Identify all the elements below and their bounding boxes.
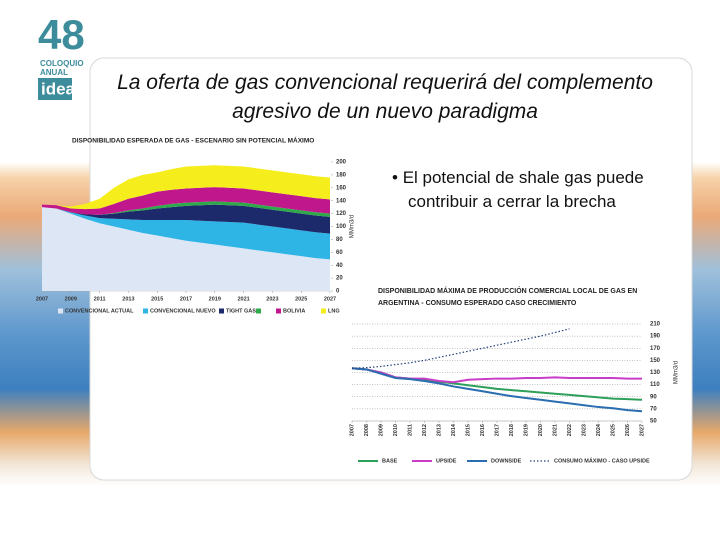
- x-tick-label: 2007: [36, 296, 48, 302]
- x-tick-label: 2025: [610, 424, 616, 436]
- x-tick-label: 2011: [407, 424, 413, 436]
- legend-label: LNG: [328, 308, 340, 314]
- x-tick-label: 2015: [465, 424, 471, 436]
- legend-swatch: [143, 308, 148, 314]
- y-tick-label: 50: [650, 419, 657, 425]
- x-tick-label: 2016: [480, 424, 486, 436]
- x-tick-label: 2025: [295, 296, 307, 302]
- x-tick-label: 2007: [349, 424, 355, 436]
- y-tick-label: 130: [650, 370, 661, 376]
- x-tick-label: 2021: [237, 296, 249, 302]
- x-tick-label: 2013: [436, 424, 442, 436]
- legend-label: UPSIDE: [436, 458, 457, 464]
- legend-swatch: [256, 308, 261, 314]
- logo-number: 48: [38, 11, 85, 58]
- x-tick-label: 2027: [324, 296, 336, 302]
- x-tick-label: 2013: [122, 296, 134, 302]
- line: [351, 367, 642, 384]
- y-axis-label: MMm3/d: [674, 361, 680, 384]
- area: [42, 207, 330, 260]
- legend-label: BASE: [382, 458, 398, 464]
- x-tick-label: 2020: [538, 424, 544, 436]
- y-tick-label: 0: [336, 289, 340, 295]
- x-tick-label: 2023: [581, 424, 587, 436]
- x-tick-label: 2014: [451, 423, 457, 436]
- legend-label: CONVENCIONAL ACTUAL: [65, 308, 134, 314]
- y-tick-label: 140: [336, 198, 347, 204]
- x-tick-label: 2026: [625, 424, 631, 436]
- x-tick-label: 2019: [209, 296, 221, 302]
- legend-label: CONVENCIONAL NUEVO: [150, 308, 216, 314]
- x-tick-label: 2015: [151, 296, 163, 302]
- area: [42, 187, 330, 215]
- logo-text: ANUAL: [40, 68, 68, 77]
- x-tick-label: 2018: [509, 424, 515, 436]
- y-tick-label: 40: [336, 263, 343, 269]
- y-tick-label: 160: [336, 185, 347, 191]
- x-tick-label: 2022: [567, 424, 573, 436]
- x-tick-label: 2024: [596, 423, 602, 436]
- x-tick-label: 2017: [494, 424, 500, 436]
- legend-swatch: [219, 308, 224, 314]
- legend-label: TIGHT GAS: [226, 308, 256, 314]
- x-tick-label: 2019: [523, 424, 529, 436]
- x-tick-label: 2009: [378, 424, 384, 436]
- y-tick-label: 70: [650, 406, 657, 412]
- y-tick-label: 90: [650, 394, 657, 400]
- y-tick-label: 210: [650, 322, 661, 328]
- legend-label: BOLIVIA: [283, 308, 305, 314]
- y-tick-label: 180: [336, 172, 347, 178]
- y-tick-label: 80: [336, 237, 343, 243]
- x-tick-label: 2009: [65, 296, 77, 302]
- y-tick-label: 170: [650, 346, 661, 352]
- x-tick-label: 2012: [422, 424, 428, 436]
- y-tick-label: 100: [336, 224, 347, 230]
- line: [351, 328, 570, 369]
- logo-box: [38, 78, 72, 100]
- legend-label: DOWNSIDE: [491, 458, 522, 464]
- x-tick-label: 2021: [552, 424, 558, 436]
- x-tick-label: 2008: [364, 424, 370, 436]
- slide-title: La oferta de gas convencional requerirá …: [117, 71, 653, 123]
- y-tick-label: 150: [650, 358, 661, 364]
- bullet: El potencial de shale gas puede contribu…: [392, 166, 676, 214]
- y-tick-label: 120: [336, 211, 347, 217]
- legend-swatch: [276, 308, 281, 314]
- x-tick-label: 2011: [94, 296, 106, 302]
- y-tick-label: 60: [336, 250, 343, 256]
- legend-label: CONSUMO MÁXIMO - CASO UPSIDE: [554, 457, 650, 464]
- y-tick-label: 190: [650, 334, 661, 340]
- y-tick-label: 20: [336, 276, 343, 282]
- x-tick-label: 2023: [266, 296, 278, 302]
- y-tick-label: 200: [336, 160, 347, 166]
- area: [42, 204, 330, 234]
- logo-text: idea: [41, 79, 76, 98]
- legend-swatch: [321, 308, 326, 314]
- line: [351, 367, 643, 413]
- line: [351, 367, 643, 401]
- y-axis-label: MMm3/d: [350, 215, 356, 238]
- chart-title: DISPONIBILIDAD ESPERADA DE GAS - ESCENAR…: [72, 136, 314, 145]
- logo-text: COLOQUIO: [40, 59, 84, 68]
- area: [42, 165, 330, 210]
- x-tick-label: 2010: [393, 424, 399, 436]
- x-tick-label: 2027: [639, 424, 645, 436]
- chart-title: DISPONIBILIDAD MÁXIMA DE PRODUCCIÓN COME…: [378, 288, 638, 307]
- y-tick-label: 110: [650, 382, 660, 388]
- area: [42, 207, 330, 291]
- legend-swatch: [58, 308, 63, 314]
- x-tick-label: 2017: [180, 296, 192, 302]
